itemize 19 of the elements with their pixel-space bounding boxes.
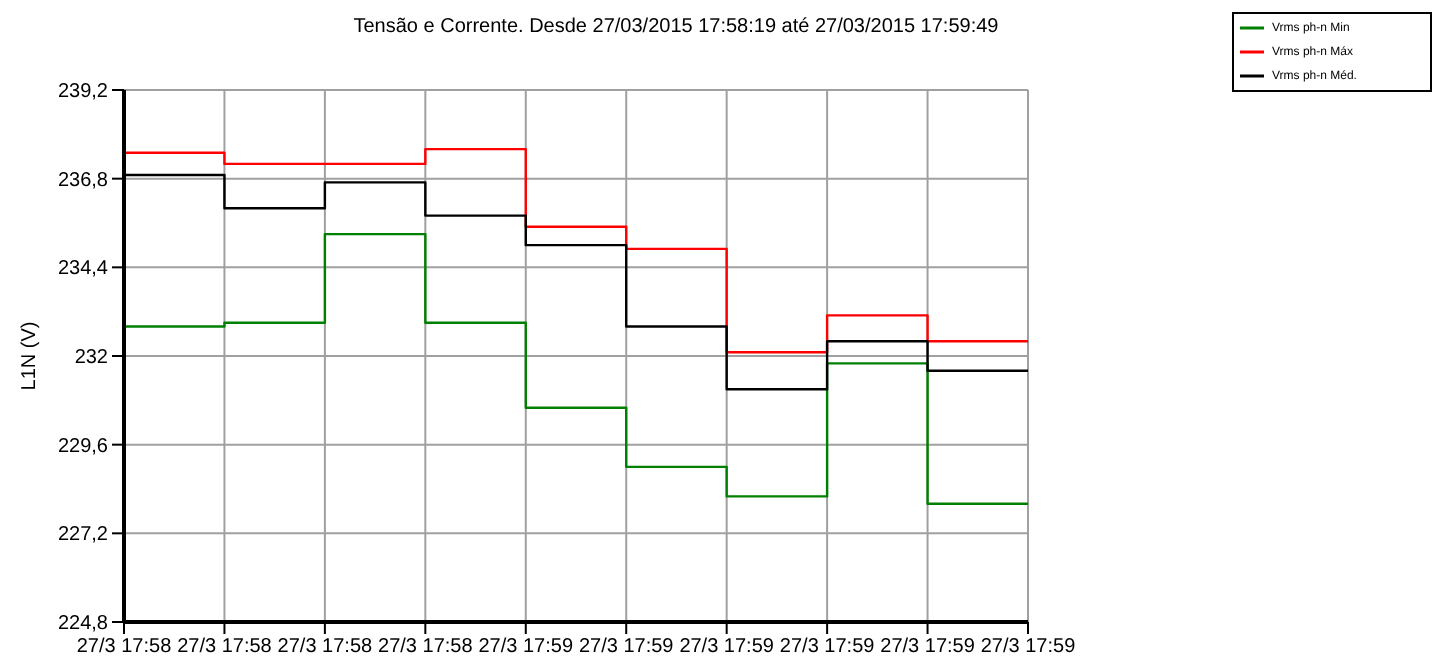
x-tick-label: 27/3 17:59 [779, 636, 876, 659]
x-tick-label: 27/3 17:58 [277, 636, 374, 659]
y-tick-label: 239,2 [57, 81, 109, 104]
x-tick-label: 27/3 17:59 [980, 636, 1077, 659]
y-tick-label: 234,4 [57, 258, 109, 281]
x-tick-label: 27/3 17:58 [177, 636, 273, 659]
y-tick-label: 224,8 [57, 613, 109, 636]
y-tick-label: 232 [74, 347, 109, 370]
x-tick-label: 27/3 17:58 [378, 636, 474, 659]
y-axis-title: L1N (V) [19, 321, 42, 391]
x-tick-label: 27/3 17:59 [880, 636, 976, 659]
x-tick-label: 27/3 17:58 [76, 636, 173, 659]
x-tick-label: 27/3 17:59 [679, 636, 775, 659]
x-tick-label: 27/3 17:59 [478, 636, 574, 659]
chart-title: Tensão e Corrente. Desde 27/03/2015 17:58:19 até 27/03/2015 17:59:49 [351, 16, 1001, 38]
y-tick-label: 227,2 [57, 524, 109, 547]
x-tick-label: 27/3 17:59 [578, 636, 675, 659]
y-tick-label: 229,6 [57, 435, 109, 458]
y-tick-label: 236,8 [57, 169, 109, 192]
